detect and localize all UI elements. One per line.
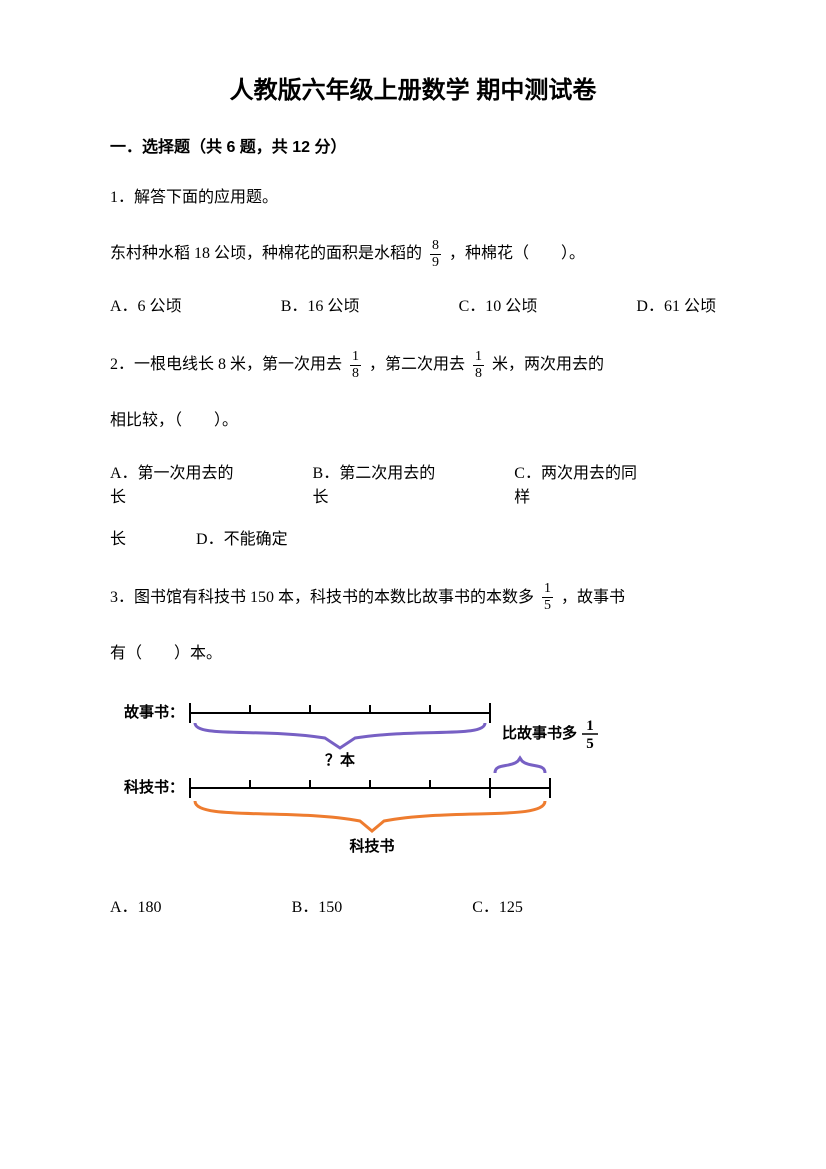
- q2-body-line2: 相比较，（ ）。: [110, 402, 716, 440]
- fraction-numerator: 1: [586, 718, 594, 734]
- page-container: 人教版六年级上册数学 期中测试卷 一．选择题（共 6 题，共 12 分） 1．解…: [0, 0, 826, 1169]
- page-title: 人教版六年级上册数学 期中测试卷: [110, 70, 716, 105]
- option-c[interactable]: C．10 公顷: [459, 292, 538, 316]
- option-d[interactable]: D．61 公顷: [636, 292, 716, 316]
- option-a[interactable]: A．180: [110, 893, 162, 917]
- fraction-denominator: 8: [473, 365, 484, 381]
- q1-text-pre: 东村种水稻 18 公顷，种棉花的面积是水稻的: [110, 245, 422, 262]
- q3-body-line2: 有（ ）本。: [110, 635, 716, 673]
- option-a[interactable]: A．第一次用去的长: [110, 459, 243, 507]
- fraction-denominator: 9: [430, 254, 441, 270]
- diagram-label-bottom: 科技书：: [124, 778, 184, 796]
- q1-options: A．6 公顷 B．16 公顷 C．10 公顷 D．61 公顷: [110, 292, 716, 316]
- question-1: 1．解答下面的应用题。 东村种水稻 18 公顷，种棉花的面积是水稻的 8 9 ，…: [110, 179, 716, 316]
- fraction-numerator: 1: [542, 582, 553, 597]
- fraction-denominator: 5: [542, 597, 553, 613]
- brace-top-icon: [195, 723, 485, 748]
- fraction-numerator: 1: [473, 350, 484, 365]
- brace-bottom-icon: [195, 801, 545, 831]
- brace-right-fraction: 1 5: [582, 718, 598, 752]
- q3-body-line1: 3．图书馆有科技书 150 本，科技书的本数比故事书的本数多 1 5 ，故事书: [110, 579, 716, 617]
- q1-fraction: 8 9: [430, 239, 441, 270]
- brace-right-icon: [495, 758, 545, 773]
- q2-fraction-1: 1 8: [350, 350, 361, 381]
- question-2: 2．一根电线长 8 米，第一次用去 1 8 ，第二次用去 1 8 米，两次用去的…: [110, 346, 716, 549]
- option-c[interactable]: C．125: [472, 893, 523, 917]
- brace-top-label: ？本: [325, 751, 355, 769]
- q2-body-line1: 2．一根电线长 8 米，第一次用去 1 8 ，第二次用去 1 8 米，两次用去的: [110, 346, 716, 384]
- diagram-svg: 故事书： ？本 科技书：: [110, 693, 670, 863]
- option-c[interactable]: C．两次用去的同样: [514, 459, 646, 507]
- q1-prompt: 1．解答下面的应用题。: [110, 179, 716, 217]
- fraction-denominator: 8: [350, 365, 361, 381]
- q3-fraction: 1 5: [542, 582, 553, 613]
- option-d[interactable]: D．不能确定: [196, 525, 288, 549]
- fraction-numerator: 8: [430, 239, 441, 254]
- fraction-denominator: 5: [586, 736, 594, 752]
- question-3: 3．图书馆有科技书 150 本，科技书的本数比故事书的本数多 1 5 ，故事书 …: [110, 579, 716, 918]
- option-b[interactable]: B．第二次用去的长: [313, 459, 445, 507]
- option-c-cont: 长: [110, 525, 126, 549]
- q2-options-row2: 长 D．不能确定: [110, 525, 716, 549]
- q2-fraction-2: 1 8: [473, 350, 484, 381]
- q1-text-post: ，种棉花（ ）。: [449, 245, 585, 262]
- section-heading: 一．选择题（共 6 题，共 12 分）: [110, 133, 716, 157]
- q2-text-mid: ，第二次用去: [369, 356, 465, 373]
- diagram-label-top: 故事书：: [124, 703, 184, 721]
- q2-text-post: 米，两次用去的: [492, 356, 604, 373]
- brace-right-pre: 比故事书多: [502, 724, 577, 742]
- q3-text-pre: 3．图书馆有科技书 150 本，科技书的本数比故事书的本数多: [110, 589, 534, 606]
- brace-right-label: 比故事书多: [502, 724, 577, 742]
- fraction-numerator: 1: [350, 350, 361, 365]
- q2-text-pre: 2．一根电线长 8 米，第一次用去: [110, 356, 342, 373]
- q2-options-row1: A．第一次用去的长 B．第二次用去的长 C．两次用去的同样: [110, 459, 716, 507]
- option-b[interactable]: B．16 公顷: [281, 292, 360, 316]
- q3-diagram: 故事书： ？本 科技书：: [110, 693, 716, 863]
- option-b[interactable]: B．150: [292, 893, 343, 917]
- q1-body: 东村种水稻 18 公顷，种棉花的面积是水稻的 8 9 ，种棉花（ ）。: [110, 235, 716, 273]
- q3-options: A．180 B．150 C．125: [110, 893, 716, 917]
- brace-bottom-label: 科技书: [349, 837, 394, 855]
- q3-text-post: ，故事书: [561, 589, 625, 606]
- option-a[interactable]: A．6 公顷: [110, 292, 182, 316]
